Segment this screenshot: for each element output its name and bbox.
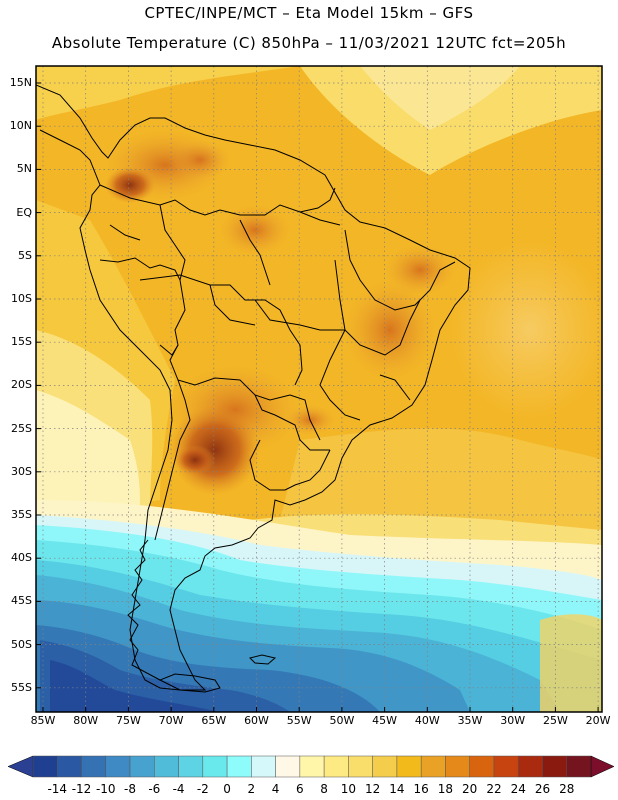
colorbar-label: 22	[486, 782, 502, 796]
colorbar-label: 24	[510, 782, 526, 796]
colorbar-label: 4	[271, 782, 280, 796]
colorbar-swatch	[57, 755, 82, 778]
colorbar-swatch	[372, 755, 398, 778]
lon-label: 50W	[329, 714, 355, 727]
colorbar-swatch	[178, 755, 204, 778]
lat-label: 20S	[11, 378, 32, 392]
colorbar-swatch	[32, 755, 58, 778]
colorbar-swatch	[396, 755, 422, 778]
colorbar-swatch	[420, 755, 446, 778]
colorbar-swatch	[445, 755, 470, 778]
lon-label: 75W	[115, 714, 141, 727]
colorbar-swatch	[251, 755, 276, 778]
colorbar-label: 0	[223, 782, 231, 796]
colorbar-swatch	[469, 755, 495, 778]
colorbar-label: 2	[247, 782, 256, 796]
colorbar-label: 8	[320, 782, 328, 796]
coastline	[36, 84, 471, 693]
lon-label: 25W	[542, 714, 568, 727]
colorbar-label: 10	[340, 782, 357, 796]
colorbar	[7, 755, 615, 778]
colorbar-swatch	[542, 755, 567, 778]
lon-label: 60W	[244, 714, 269, 727]
colorbar-swatch	[517, 755, 543, 778]
lat-label: 15N	[9, 76, 32, 89]
lon-label: 65W	[201, 714, 227, 727]
lon-label: 80W	[73, 714, 99, 727]
temperature-field	[36, 66, 602, 712]
colorbar-low-arrow	[7, 755, 34, 778]
lat-label: 25S	[11, 421, 32, 435]
lat-label: 40S	[11, 551, 32, 565]
colorbar-swatch	[348, 755, 373, 778]
lon-label: 55W	[286, 714, 312, 727]
lat-label: 5S	[18, 248, 32, 262]
lat-label: 15S	[11, 335, 32, 349]
lat-label: 50S	[11, 637, 32, 651]
lon-label: 35W	[457, 714, 483, 727]
colorbar-label: 6	[296, 782, 304, 796]
colorbar-swatch	[129, 755, 155, 778]
lon-label: 85W	[30, 714, 56, 727]
colorbar-label: 18	[437, 782, 454, 796]
lon-label: 45W	[372, 714, 398, 727]
lat-label: 5N	[16, 162, 32, 176]
lon-label: 70W	[158, 714, 184, 727]
colorbar-label: 28	[559, 782, 575, 796]
colorbar-swatch	[105, 755, 131, 778]
lon-label: 20W	[585, 714, 611, 727]
lat-label: 10S	[11, 292, 32, 305]
colorbar-label: -10	[95, 782, 116, 796]
lat-label: 55S	[11, 680, 32, 694]
lat-label: 10N	[9, 119, 32, 133]
lon-label: 30W	[500, 714, 526, 727]
lon-label: 40W	[414, 714, 440, 727]
colorbar-label: 16	[413, 782, 429, 796]
lat-label: 30S	[11, 464, 32, 478]
colorbar-swatch	[226, 755, 252, 778]
colorbar-label: 12	[365, 782, 381, 796]
colorbar-high-arrow	[590, 755, 615, 778]
colorbar-label: -2	[196, 782, 209, 796]
colorbar-label: 20	[462, 782, 478, 796]
colorbar-label: 26	[534, 782, 551, 796]
colorbar-swatch	[81, 755, 107, 778]
colorbar-swatch	[275, 755, 301, 778]
colorbar-label: -4	[172, 782, 185, 796]
colorbar-swatch	[323, 755, 349, 778]
colorbar-label: 14	[389, 782, 405, 796]
colorbar-label: -8	[124, 782, 137, 796]
lat-label: EQ	[16, 205, 32, 219]
colorbar-swatch	[202, 755, 228, 778]
colorbar-label: -14	[47, 782, 68, 796]
chart-title-line2: Absolute Temperature (C) 850hPa – 11/03/…	[51, 34, 567, 52]
colorbar-label: -12	[71, 782, 92, 796]
lat-label: 45S	[11, 594, 32, 608]
chart-title-line1: CPTEC/INPE/MCT – Eta Model 15km – GFS	[144, 4, 474, 22]
colorbar-swatch	[154, 755, 179, 778]
colorbar-swatch	[566, 755, 592, 778]
map-frame	[35, 65, 603, 713]
axis-ticks	[36, 82, 599, 712]
colorbar-swatch	[299, 755, 325, 778]
lat-label: 35S	[11, 508, 32, 521]
colorbar-label: -6	[148, 782, 161, 796]
colorbar-swatch	[493, 755, 519, 778]
